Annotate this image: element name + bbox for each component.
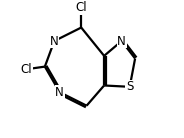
Text: N: N	[117, 34, 126, 47]
Text: N: N	[50, 34, 59, 47]
Text: Cl: Cl	[20, 63, 32, 76]
Text: Cl: Cl	[75, 1, 87, 14]
Text: S: S	[126, 80, 133, 93]
Text: N: N	[55, 86, 64, 99]
